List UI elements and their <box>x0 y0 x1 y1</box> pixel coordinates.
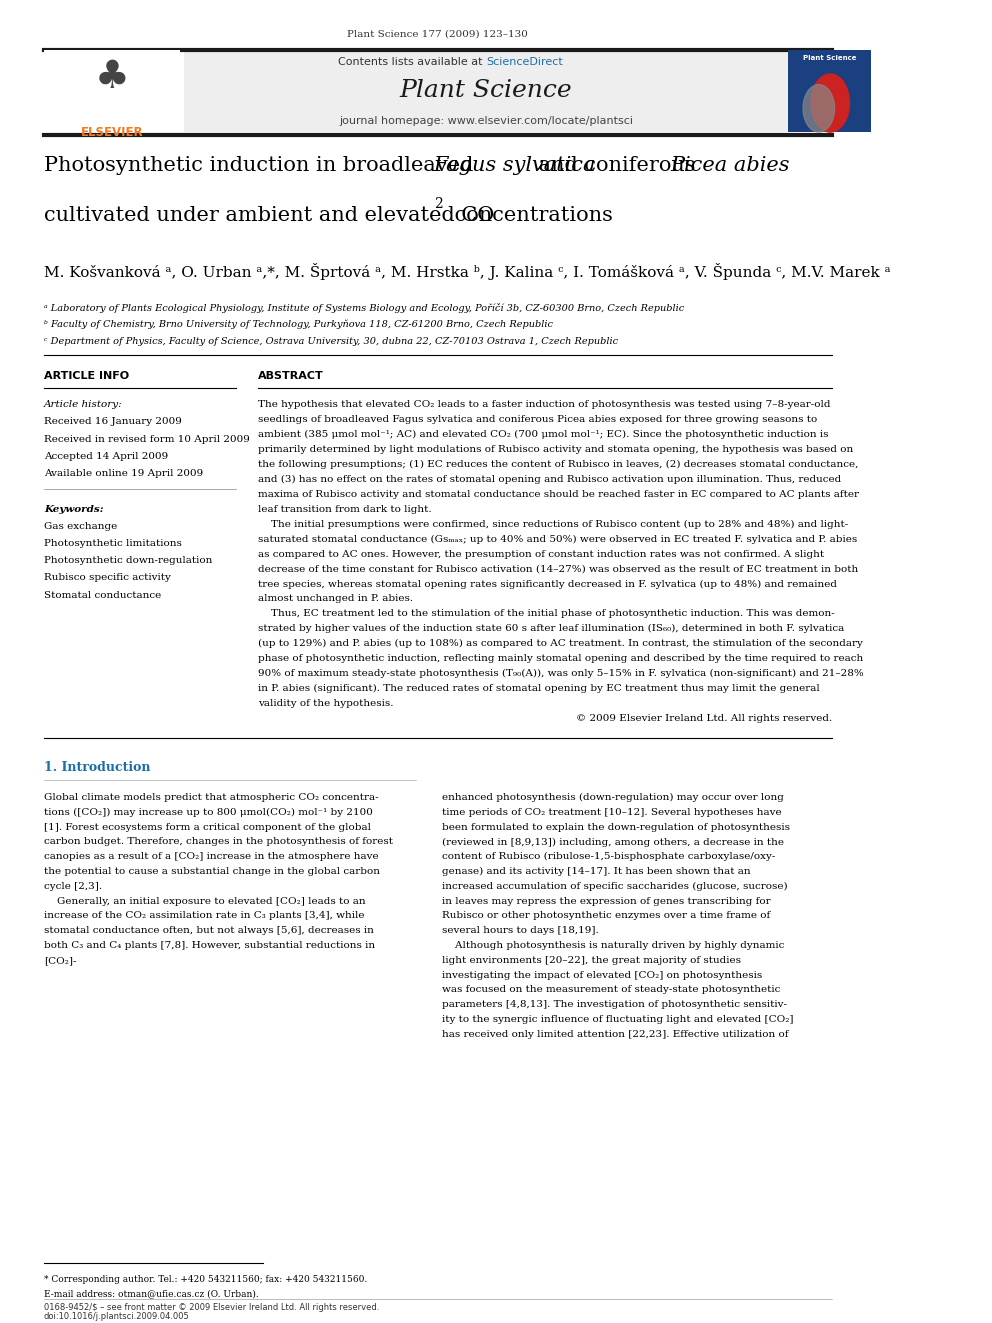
Text: the following presumptions; (1) EC reduces the content of Rubisco in leaves, (2): the following presumptions; (1) EC reduc… <box>258 460 859 470</box>
Text: almost unchanged in P. abies.: almost unchanged in P. abies. <box>258 594 414 603</box>
Text: the potential to cause a substantial change in the global carbon: the potential to cause a substantial cha… <box>44 867 380 876</box>
Text: tree species, whereas stomatal opening rates significantly decreased in F. sylva: tree species, whereas stomatal opening r… <box>258 579 837 589</box>
Text: Gas exchange: Gas exchange <box>44 521 117 531</box>
Text: carbon budget. Therefore, changes in the photosynthesis of forest: carbon budget. Therefore, changes in the… <box>44 837 393 847</box>
Text: [CO₂]-: [CO₂]- <box>44 955 76 964</box>
Text: strated by higher values of the induction state 60 s after leaf illumination (IS: strated by higher values of the inductio… <box>258 624 844 634</box>
Text: Plant Science 177 (2009) 123–130: Plant Science 177 (2009) 123–130 <box>347 29 529 38</box>
FancyBboxPatch shape <box>184 50 789 132</box>
Text: both C₃ and C₄ plants [7,8]. However, substantial reductions in: both C₃ and C₄ plants [7,8]. However, su… <box>44 941 375 950</box>
Text: stomatal conductance often, but not always [5,6], decreases in: stomatal conductance often, but not alwa… <box>44 926 374 935</box>
Text: as compared to AC ones. However, the presumption of constant induction rates was: as compared to AC ones. However, the pre… <box>258 549 824 558</box>
Text: ambient (385 μmol mol⁻¹; AC) and elevated CO₂ (700 μmol mol⁻¹; EC). Since the ph: ambient (385 μmol mol⁻¹; AC) and elevate… <box>258 430 829 439</box>
Text: time periods of CO₂ treatment [10–12]. Several hypotheses have: time periods of CO₂ treatment [10–12]. S… <box>442 808 782 816</box>
Text: Picea abies: Picea abies <box>670 156 790 175</box>
Text: 0168-9452/$ – see front matter © 2009 Elsevier Ireland Ltd. All rights reserved.: 0168-9452/$ – see front matter © 2009 El… <box>44 1303 379 1311</box>
Text: [1]. Forest ecosystems form a critical component of the global: [1]. Forest ecosystems form a critical c… <box>44 823 371 832</box>
Text: Plant Science: Plant Science <box>400 79 572 102</box>
Text: ABSTRACT: ABSTRACT <box>258 372 324 381</box>
Text: 2: 2 <box>434 197 443 210</box>
Text: Generally, an initial exposure to elevated [CO₂] leads to an: Generally, an initial exposure to elevat… <box>44 897 365 906</box>
Text: Received in revised form 10 April 2009: Received in revised form 10 April 2009 <box>44 435 250 443</box>
Text: primarily determined by light modulations of Rubisco activity and stomata openin: primarily determined by light modulation… <box>258 445 853 454</box>
Text: seedlings of broadleaved Fagus sylvatica and coniferous Picea abies exposed for : seedlings of broadleaved Fagus sylvatica… <box>258 415 817 425</box>
Text: The hypothesis that elevated CO₂ leads to a faster induction of photosynthesis w: The hypothesis that elevated CO₂ leads t… <box>258 401 831 409</box>
Text: Photosynthetic down-regulation: Photosynthetic down-regulation <box>44 556 212 565</box>
Text: and (3) has no effect on the rates of stomatal opening and Rubisco activation up: and (3) has no effect on the rates of st… <box>258 475 841 484</box>
Text: saturated stomatal conductance (Gsₘₐₓ; up to 40% and 50%) were observed in EC tr: saturated stomatal conductance (Gsₘₐₓ; u… <box>258 534 858 544</box>
Text: 1. Introduction: 1. Introduction <box>44 761 150 774</box>
Text: ᵃ Laboratory of Plants Ecological Physiology, Institute of Systems Biology and E: ᵃ Laboratory of Plants Ecological Physio… <box>44 303 684 312</box>
Text: The initial presumptions were confirmed, since reductions of Rubisco content (up: The initial presumptions were confirmed,… <box>258 520 848 529</box>
Text: was focused on the measurement of steady-state photosynthetic: was focused on the measurement of steady… <box>442 986 781 995</box>
Text: parameters [4,8,13]. The investigation of photosynthetic sensitiv-: parameters [4,8,13]. The investigation o… <box>442 1000 788 1009</box>
Text: Available online 19 April 2009: Available online 19 April 2009 <box>44 468 203 478</box>
Text: Photosynthetic limitations: Photosynthetic limitations <box>44 538 182 548</box>
Text: Received 16 January 2009: Received 16 January 2009 <box>44 418 182 426</box>
Text: ScienceDirect: ScienceDirect <box>486 57 562 66</box>
Text: ᶜ Department of Physics, Faculty of Science, Ostrava University, 30, dubna 22, C: ᶜ Department of Physics, Faculty of Scie… <box>44 337 618 345</box>
Circle shape <box>810 74 849 132</box>
Text: validity of the hypothesis.: validity of the hypothesis. <box>258 699 394 708</box>
Text: E-mail address: otman@ufie.cas.cz (O. Urban).: E-mail address: otman@ufie.cas.cz (O. Ur… <box>44 1290 259 1298</box>
Text: canopies as a result of a [CO₂] increase in the atmosphere have: canopies as a result of a [CO₂] increase… <box>44 852 378 861</box>
Text: doi:10.1016/j.plantsci.2009.04.005: doi:10.1016/j.plantsci.2009.04.005 <box>44 1312 189 1320</box>
Text: ♣: ♣ <box>94 58 130 95</box>
Text: (up to 129%) and P. abies (up to 108%) as compared to AC treatment. In contrast,: (up to 129%) and P. abies (up to 108%) a… <box>258 639 863 648</box>
Text: decrease of the time constant for Rubisco activation (14–27%) was observed as th: decrease of the time constant for Rubisc… <box>258 565 859 573</box>
Text: M. Košvanková ᵃ, O. Urban ᵃ,*, M. Šprtová ᵃ, M. Hrstka ᵇ, J. Kalina ᶜ, I. Tomášk: M. Košvanková ᵃ, O. Urban ᵃ,*, M. Šprtov… <box>44 263 891 280</box>
Text: Rubisco specific activity: Rubisco specific activity <box>44 573 171 582</box>
Text: Contents lists available at: Contents lists available at <box>338 57 486 66</box>
Text: increased accumulation of specific saccharides (glucose, sucrose): increased accumulation of specific sacch… <box>442 882 788 890</box>
Text: cultivated under ambient and elevated CO: cultivated under ambient and elevated CO <box>44 206 494 225</box>
Text: © 2009 Elsevier Ireland Ltd. All rights reserved.: © 2009 Elsevier Ireland Ltd. All rights … <box>575 714 832 722</box>
Text: cycle [2,3].: cycle [2,3]. <box>44 882 102 890</box>
Text: and coniferous: and coniferous <box>532 156 701 175</box>
Text: has received only limited attention [22,23]. Effective utilization of: has received only limited attention [22,… <box>442 1029 789 1039</box>
Text: * Corresponding author. Tel.: +420 543211560; fax: +420 543211560.: * Corresponding author. Tel.: +420 54321… <box>44 1275 367 1283</box>
Text: 90% of maximum steady-state photosynthesis (T₉₀(A)), was only 5–15% in F. sylvat: 90% of maximum steady-state photosynthes… <box>258 669 864 679</box>
Text: Plant Science: Plant Science <box>804 56 857 61</box>
Text: tions ([CO₂]) may increase up to 800 μmol(CO₂) mol⁻¹ by 2100: tions ([CO₂]) may increase up to 800 μmo… <box>44 808 373 818</box>
Text: Stomatal conductance: Stomatal conductance <box>44 590 161 599</box>
Text: Keywords:: Keywords: <box>44 504 103 513</box>
Text: ᵇ Faculty of Chemistry, Brno University of Technology, Purkyňova 118, CZ-61200 B: ᵇ Faculty of Chemistry, Brno University … <box>44 320 553 329</box>
Text: Accepted 14 April 2009: Accepted 14 April 2009 <box>44 452 168 460</box>
Text: ity to the synergic influence of fluctuating light and elevated [CO₂]: ity to the synergic influence of fluctua… <box>442 1015 794 1024</box>
Circle shape <box>804 85 834 132</box>
Text: maxima of Rubisco activity and stomatal conductance should be reached faster in : maxima of Rubisco activity and stomatal … <box>258 490 859 499</box>
Text: leaf transition from dark to light.: leaf transition from dark to light. <box>258 505 432 513</box>
FancyBboxPatch shape <box>789 50 871 132</box>
FancyBboxPatch shape <box>44 50 180 132</box>
Text: ELSEVIER: ELSEVIER <box>80 126 144 139</box>
Text: journal homepage: www.elsevier.com/locate/plantsci: journal homepage: www.elsevier.com/locat… <box>339 116 633 126</box>
Text: phase of photosynthetic induction, reflecting mainly stomatal opening and descri: phase of photosynthetic induction, refle… <box>258 654 864 663</box>
Text: Thus, EC treatment led to the stimulation of the initial phase of photosynthetic: Thus, EC treatment led to the stimulatio… <box>258 610 835 618</box>
Text: Although photosynthesis is naturally driven by highly dynamic: Although photosynthesis is naturally dri… <box>442 941 785 950</box>
Text: in P. abies (significant). The reduced rates of stomatal opening by EC treatment: in P. abies (significant). The reduced r… <box>258 684 820 693</box>
Text: genase) and its activity [14–17]. It has been shown that an: genase) and its activity [14–17]. It has… <box>442 867 751 876</box>
Text: been formulated to explain the down-regulation of photosynthesis: been formulated to explain the down-regu… <box>442 823 791 832</box>
Text: Fagus sylvatica: Fagus sylvatica <box>434 156 596 175</box>
Text: light environments [20–22], the great majority of studies: light environments [20–22], the great ma… <box>442 955 741 964</box>
Text: content of Rubisco (ribulose-1,5-bisphosphate carboxylase/oxy-: content of Rubisco (ribulose-1,5-bisphos… <box>442 852 776 861</box>
Text: in leaves may repress the expression of genes transcribing for: in leaves may repress the expression of … <box>442 897 771 906</box>
Text: Rubisco or other photosynthetic enzymes over a time frame of: Rubisco or other photosynthetic enzymes … <box>442 912 771 921</box>
Text: increase of the CO₂ assimilation rate in C₃ plants [3,4], while: increase of the CO₂ assimilation rate in… <box>44 912 364 921</box>
Text: (reviewed in [8,9,13]) including, among others, a decrease in the: (reviewed in [8,9,13]) including, among … <box>442 837 785 847</box>
Text: investigating the impact of elevated [CO₂] on photosynthesis: investigating the impact of elevated [CO… <box>442 971 763 979</box>
Text: Photosynthetic induction in broadleaved: Photosynthetic induction in broadleaved <box>44 156 480 175</box>
Text: concentrations: concentrations <box>448 206 613 225</box>
Text: enhanced photosynthesis (down-regulation) may occur over long: enhanced photosynthesis (down-regulation… <box>442 792 784 802</box>
Text: Global climate models predict that atmospheric CO₂ concentra-: Global climate models predict that atmos… <box>44 792 378 802</box>
Text: ARTICLE INFO: ARTICLE INFO <box>44 372 129 381</box>
Text: Article history:: Article history: <box>44 401 122 409</box>
Text: several hours to days [18,19].: several hours to days [18,19]. <box>442 926 599 935</box>
